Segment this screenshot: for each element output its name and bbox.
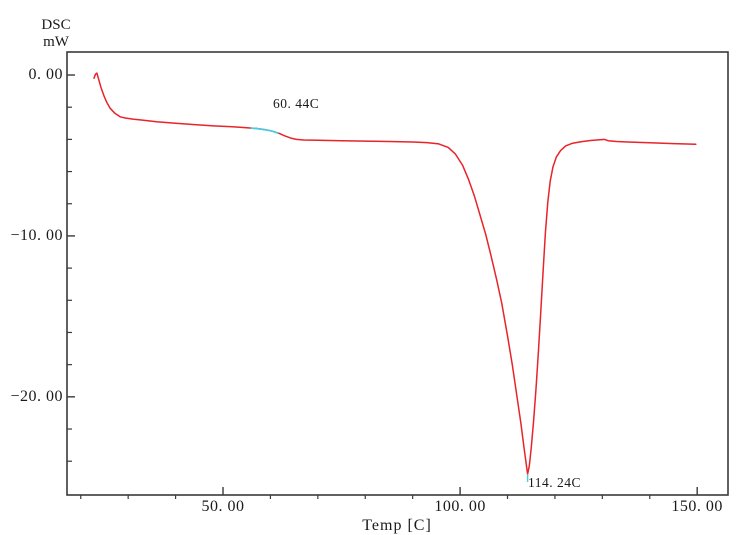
y-axis-unit-line2: mW — [43, 34, 69, 50]
transition-onset-marker-curve — [250, 127, 279, 134]
x-tick-label: 150. 00 — [671, 498, 723, 515]
y-axis-unit-line1: DSC — [41, 17, 71, 33]
x-axis-title: Temp [C] — [362, 517, 432, 534]
dsc-heat-flow-curve — [93, 72, 697, 475]
y-tick-label: −10. 00 — [10, 226, 63, 244]
x-tick-label: 100. 00 — [434, 498, 486, 515]
plot-frame — [66, 51, 729, 496]
y-tick-label: −20. 00 — [10, 387, 63, 405]
peak-annotation: 114. 24C — [528, 475, 582, 490]
x-tick-label: 50. 00 — [201, 498, 245, 515]
transition-annotation: 60. 44C — [273, 96, 320, 111]
y-tick-label: 0. 00 — [28, 66, 63, 83]
